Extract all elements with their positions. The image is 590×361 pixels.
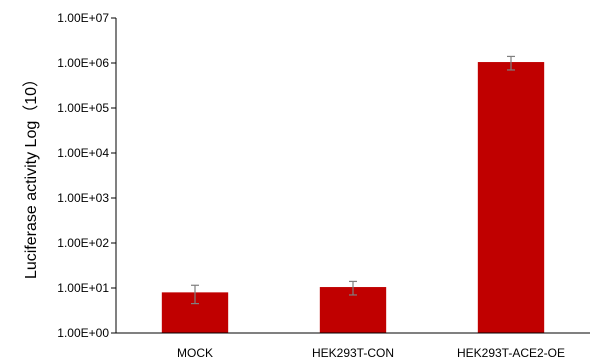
error-bars <box>191 55 515 305</box>
y-axis-ticks: 1.00E+00 1.00E+01 1.00E+02 1.00E+03 1.00E+04… <box>57 11 116 340</box>
bar <box>477 62 545 334</box>
x-category-label: HEK293T-CON <box>312 346 394 360</box>
y-tick-label: 1.00E+01 <box>57 281 109 295</box>
y-tick-label: 1.00E+02 <box>57 236 109 250</box>
y-tick-label: 1.00E+05 <box>57 101 109 115</box>
x-category-label: HEK293T-ACE2-OE <box>457 346 565 360</box>
bars <box>161 62 545 334</box>
x-axis-labels: MOCK HEK293T-CON HEK293T-ACE2-OE <box>177 346 565 360</box>
y-tick-label: 1.00E+03 <box>57 191 109 205</box>
y-axis-title: Luciferase activity Log（10） <box>22 71 40 279</box>
x-category-label: MOCK <box>177 346 213 360</box>
y-tick-label: 1.00E+07 <box>57 11 109 25</box>
y-tick-label: 1.00E+00 <box>57 326 109 340</box>
y-tick-label: 1.00E+06 <box>57 56 109 70</box>
y-tick-label: 1.00E+04 <box>57 146 109 160</box>
